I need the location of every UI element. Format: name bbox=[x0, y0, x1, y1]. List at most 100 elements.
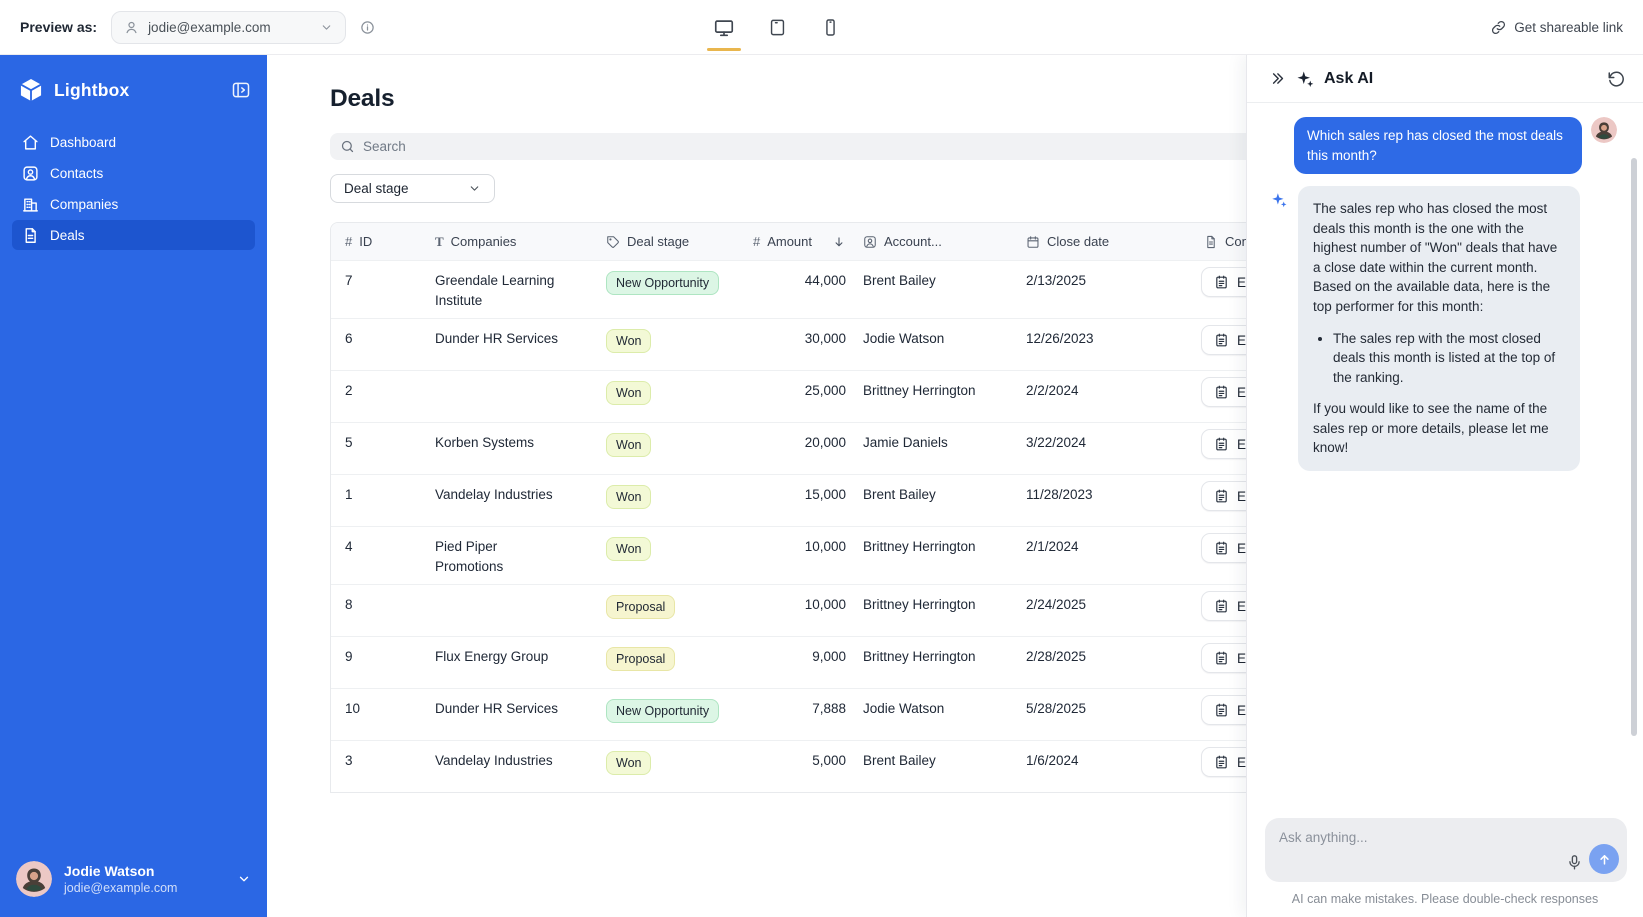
cell-id: 2 bbox=[331, 381, 435, 401]
cell-company: Greendale Learning Institute bbox=[435, 271, 606, 310]
user-message: Which sales rep has closed the most deal… bbox=[1270, 117, 1617, 174]
ai-message: The sales rep who has closed the most de… bbox=[1270, 186, 1617, 471]
cell-account: Jodie Watson bbox=[846, 699, 1026, 719]
sidebar-item-label: Dashboard bbox=[50, 135, 116, 150]
cell-amount: 25,000 bbox=[741, 381, 846, 401]
cell-account: Jamie Daniels bbox=[846, 433, 1026, 453]
deal-stage-badge: Won bbox=[606, 329, 651, 353]
cell-account: Brittney Herrington bbox=[846, 647, 1026, 667]
sidebar-item-companies[interactable]: Companies bbox=[12, 189, 255, 219]
column-header-amount[interactable]: # Amount bbox=[741, 234, 846, 249]
preview-user-select[interactable]: jodie@example.com bbox=[111, 11, 346, 44]
brand-name: Lightbox bbox=[54, 80, 231, 101]
deal-stage-badge: Won bbox=[606, 537, 651, 561]
sparkle-icon bbox=[1295, 69, 1315, 89]
user-message-bubble: Which sales rep has closed the most deal… bbox=[1294, 117, 1582, 174]
column-header-account[interactable]: Account... bbox=[846, 234, 1026, 249]
tablet-preview-button[interactable] bbox=[759, 0, 795, 55]
cell-close-date: 5/28/2025 bbox=[1026, 699, 1156, 719]
cell-account: Brent Bailey bbox=[846, 271, 1026, 291]
user-email: jodie@example.com bbox=[64, 881, 225, 895]
chevron-down-icon bbox=[237, 872, 251, 886]
deal-stage-badge: Won bbox=[606, 485, 651, 509]
note-icon bbox=[1214, 333, 1229, 348]
building-icon bbox=[22, 196, 39, 213]
deal-stage-badge: Proposal bbox=[606, 595, 675, 619]
note-icon bbox=[1214, 541, 1229, 556]
lightbox-logo-icon bbox=[18, 77, 44, 103]
sidebar-item-label: Deals bbox=[50, 228, 85, 243]
get-shareable-link-button[interactable]: Get shareable link bbox=[1491, 20, 1623, 35]
chevron-down-icon bbox=[468, 182, 481, 195]
ai-message-bubble: The sales rep who has closed the most de… bbox=[1298, 186, 1580, 471]
note-icon bbox=[1214, 275, 1229, 290]
deal-stage-filter[interactable]: Deal stage bbox=[330, 174, 495, 203]
cell-deal-stage: Won bbox=[606, 485, 741, 509]
note-icon bbox=[1214, 599, 1229, 614]
cell-id: 7 bbox=[331, 271, 435, 291]
user-icon bbox=[124, 20, 139, 35]
cell-close-date: 12/26/2023 bbox=[1026, 329, 1156, 349]
cell-company: Dunder HR Services bbox=[435, 329, 606, 349]
cell-close-date: 2/2/2024 bbox=[1026, 381, 1156, 401]
cell-close-date: 1/6/2024 bbox=[1026, 751, 1156, 771]
sidebar-item-dashboard[interactable]: Dashboard bbox=[12, 127, 255, 157]
note-icon bbox=[1214, 489, 1229, 504]
send-button[interactable] bbox=[1589, 844, 1619, 874]
chat-scrollbar[interactable] bbox=[1631, 158, 1637, 736]
column-header-companies[interactable]: T Companies bbox=[435, 234, 606, 250]
deal-stage-badge: Won bbox=[606, 751, 651, 775]
preview-user-value: jodie@example.com bbox=[148, 20, 311, 35]
ai-message-intro: The sales rep who has closed the most de… bbox=[1313, 199, 1565, 316]
cell-id: 10 bbox=[331, 699, 435, 719]
cell-close-date: 2/13/2025 bbox=[1026, 271, 1156, 291]
deal-stage-badge: Won bbox=[606, 433, 651, 457]
search-icon bbox=[340, 139, 355, 154]
note-icon bbox=[1214, 437, 1229, 452]
cell-close-date: 2/28/2025 bbox=[1026, 647, 1156, 667]
ask-ai-title: Ask AI bbox=[1324, 70, 1598, 88]
cell-id: 8 bbox=[331, 595, 435, 615]
column-header-deal-stage[interactable]: Deal stage bbox=[606, 234, 741, 249]
ask-ai-input[interactable] bbox=[1265, 818, 1627, 882]
cell-amount: 5,000 bbox=[741, 751, 846, 771]
chat-area[interactable]: Which sales rep has closed the most deal… bbox=[1247, 103, 1643, 818]
column-header-close-date[interactable]: Close date bbox=[1026, 234, 1156, 249]
collapse-sidebar-button[interactable] bbox=[231, 80, 251, 100]
cell-account: Jodie Watson bbox=[846, 329, 1026, 349]
document-icon bbox=[22, 227, 39, 244]
cell-deal-stage: New Opportunity bbox=[606, 699, 741, 723]
active-device-underline bbox=[707, 48, 741, 52]
sidebar-user-menu[interactable]: Jodie Watson jodie@example.com bbox=[0, 853, 267, 905]
cell-deal-stage: Won bbox=[606, 537, 741, 561]
contact-card-icon bbox=[22, 165, 39, 182]
cell-id: 1 bbox=[331, 485, 435, 505]
home-icon bbox=[22, 134, 39, 151]
hash-icon: # bbox=[345, 234, 352, 249]
sidebar-item-deals[interactable]: Deals bbox=[12, 220, 255, 250]
note-icon bbox=[1214, 703, 1229, 718]
cell-company: Vandelay Industries bbox=[435, 751, 606, 771]
collapse-panel-button[interactable] bbox=[1269, 70, 1286, 87]
column-header-id[interactable]: # ID bbox=[331, 234, 435, 249]
cell-deal-stage: New Opportunity bbox=[606, 271, 741, 295]
sidebar-item-contacts[interactable]: Contacts bbox=[12, 158, 255, 188]
sidebar-item-label: Contacts bbox=[50, 166, 103, 181]
desktop-preview-button[interactable] bbox=[706, 0, 742, 55]
cell-amount: 44,000 bbox=[741, 271, 846, 291]
info-icon[interactable] bbox=[360, 20, 375, 35]
deal-stage-badge: Proposal bbox=[606, 647, 675, 671]
cell-amount: 9,000 bbox=[741, 647, 846, 667]
deal-stage-filter-label: Deal stage bbox=[344, 181, 409, 196]
microphone-icon[interactable] bbox=[1566, 854, 1583, 871]
mobile-preview-button[interactable] bbox=[812, 0, 848, 55]
cell-id: 9 bbox=[331, 647, 435, 667]
cell-id: 4 bbox=[331, 537, 435, 557]
ai-message-bullet: The sales rep with the most closed deals… bbox=[1333, 329, 1565, 388]
reset-conversation-icon[interactable] bbox=[1607, 70, 1625, 88]
ask-ai-input-area bbox=[1265, 818, 1627, 882]
cell-company: Flux Energy Group bbox=[435, 647, 606, 667]
cell-deal-stage: Won bbox=[606, 433, 741, 457]
ask-ai-header: Ask AI bbox=[1247, 55, 1643, 103]
device-preview-toggle bbox=[706, 0, 848, 55]
